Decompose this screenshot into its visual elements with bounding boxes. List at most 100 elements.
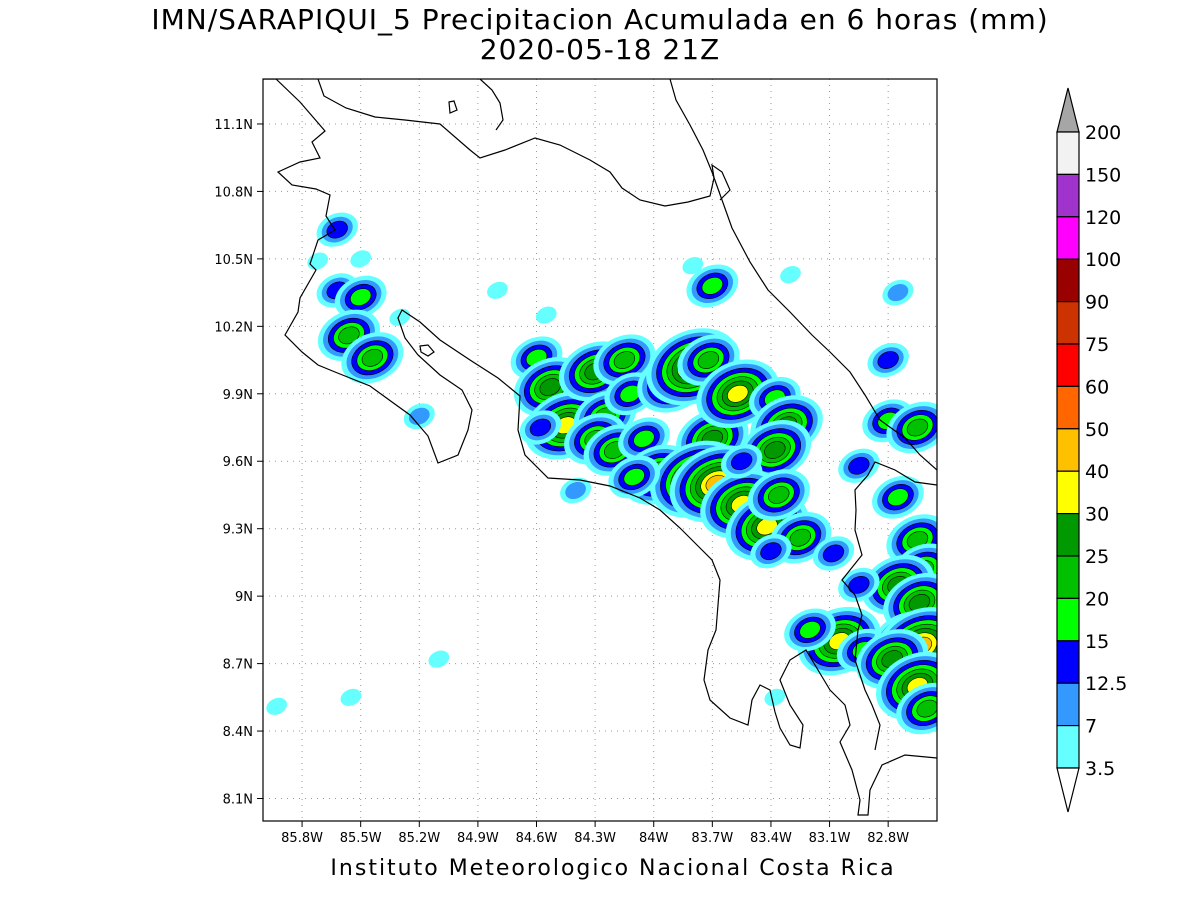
precip-cell xyxy=(838,567,880,603)
precip-contour xyxy=(916,699,937,718)
colorbar-swatch xyxy=(1056,724,1080,769)
colorbar-swatch xyxy=(1056,470,1080,515)
y-tick-label: 8.1N xyxy=(223,793,253,808)
y-tick-label: 10.5N xyxy=(214,253,253,268)
colorbar-swatch xyxy=(1056,301,1080,345)
colorbar-label: 15 xyxy=(1085,631,1109,653)
colorbar-swatch xyxy=(1056,216,1080,260)
precip-contour xyxy=(535,306,557,324)
colorbar-swatch xyxy=(1056,682,1080,727)
colorbar-label: 100 xyxy=(1085,249,1121,271)
precip-cell xyxy=(334,275,387,319)
y-tick-label: 10.2N xyxy=(214,320,253,335)
colorbar-label: 150 xyxy=(1085,164,1121,186)
x-tick-label: 84.3W xyxy=(574,831,616,846)
precip-contour xyxy=(623,468,645,486)
precip-cell xyxy=(812,536,855,571)
colorbar-label: 12.5 xyxy=(1085,673,1127,695)
precip-cell xyxy=(560,477,592,504)
x-tick-label: 84W xyxy=(639,831,669,846)
y-tick-label: 9N xyxy=(235,590,253,605)
panama-border xyxy=(841,461,937,751)
colorbar-label: 7 xyxy=(1085,716,1097,738)
colorbar-label: 60 xyxy=(1085,376,1109,398)
x-axis-ticks: 85.8W 85.5W 85.2W 84.9W 84.6W 84.3W 84W 83.7W 83… xyxy=(281,821,909,846)
precip-contour xyxy=(389,308,411,326)
precip-contour xyxy=(877,351,899,369)
nicaragua-north-coast xyxy=(479,79,504,131)
precip-contour xyxy=(701,276,723,295)
precip-contour xyxy=(906,418,929,437)
colorbar-swatch xyxy=(1056,173,1080,218)
colorbar-label: 20 xyxy=(1085,588,1109,610)
precip-contour xyxy=(822,544,845,563)
precip-contour xyxy=(428,650,450,668)
precip-cell xyxy=(487,281,508,299)
precip-contour xyxy=(727,384,749,403)
precip-cell xyxy=(764,688,786,706)
x-tick-label: 85.5W xyxy=(340,831,382,846)
precip-contour xyxy=(340,688,362,706)
colorbar-legend: 200 150 120 100 90 75 60 50 40 30 25 20 15 12.5 7 3.5 xyxy=(1056,87,1127,813)
precip-cell xyxy=(686,264,739,308)
colorbar-swatch xyxy=(1056,597,1080,642)
x-tick-label: 85.2W xyxy=(398,831,440,846)
precip-contour xyxy=(764,688,786,706)
y-tick-label: 9.3N xyxy=(223,523,253,538)
precip-contour xyxy=(613,351,636,369)
precip-cell xyxy=(720,444,763,479)
map-title: IMN/SARAPIQUI_5 Precipitacion Acumulada … xyxy=(151,3,1049,36)
precip-cell xyxy=(867,342,909,378)
precip-contour xyxy=(350,288,372,306)
colorbar-label: 90 xyxy=(1085,292,1109,314)
colorbar-label: 30 xyxy=(1085,504,1109,526)
lake-nicaragua-shore xyxy=(317,79,731,207)
y-tick-label: 9.6N xyxy=(223,455,253,470)
precip-contour xyxy=(848,456,870,475)
precip-cell xyxy=(750,534,792,569)
y-axis-ticks: 11.1N 10.8N 10.5N 10.2N 9.9N 9.6N 9.3N 9N 8.7N 8.… xyxy=(214,118,263,808)
precip-cell xyxy=(428,650,450,668)
plot-frame xyxy=(262,78,938,822)
precip-cell xyxy=(519,410,562,445)
colorbar-swatch xyxy=(1056,131,1080,176)
colorbar-swatch xyxy=(1056,555,1080,600)
colorbar-label: 40 xyxy=(1085,461,1109,483)
colorbar-swatch xyxy=(1056,512,1080,557)
x-tick-label: 84.9W xyxy=(457,831,499,846)
precip-cell xyxy=(838,448,880,483)
precip-contour xyxy=(697,351,720,369)
precip-contour xyxy=(768,486,790,504)
y-tick-label: 8.7N xyxy=(223,658,253,673)
precip-contour xyxy=(848,576,870,594)
precip-cell xyxy=(784,608,836,652)
colorbar-swatch xyxy=(1056,385,1080,430)
colorbar-bottom-arrow xyxy=(1056,767,1080,813)
colorbar-label: 25 xyxy=(1085,546,1109,568)
precip-contour xyxy=(487,281,508,299)
precip-contour xyxy=(764,441,786,459)
precip-contour xyxy=(361,348,384,367)
precip-contour xyxy=(730,452,753,471)
precip-contour xyxy=(565,481,586,500)
y-tick-label: 10.8N xyxy=(214,185,253,200)
caribbean-coastline xyxy=(669,79,937,471)
colorbar-label: 120 xyxy=(1085,207,1121,229)
precip-contour xyxy=(350,250,372,268)
precip-cell xyxy=(350,250,372,268)
precip-cell xyxy=(682,257,704,275)
footer-credit: Instituto Meteorologico Nacional Costa R… xyxy=(330,856,896,881)
precip-contour xyxy=(760,542,782,561)
x-tick-label: 85.8W xyxy=(281,831,323,846)
precip-contour xyxy=(266,697,288,715)
colorbar-swatch xyxy=(1056,640,1080,684)
y-tick-label: 11.1N xyxy=(214,118,253,133)
precip-cell xyxy=(535,306,557,324)
colorbar-swatch xyxy=(1056,428,1080,472)
precip-cell xyxy=(882,279,914,306)
y-tick-label: 9.9N xyxy=(223,388,253,403)
precip-cell xyxy=(872,475,924,519)
precip-cell xyxy=(389,308,411,326)
precip-cell xyxy=(266,697,288,715)
